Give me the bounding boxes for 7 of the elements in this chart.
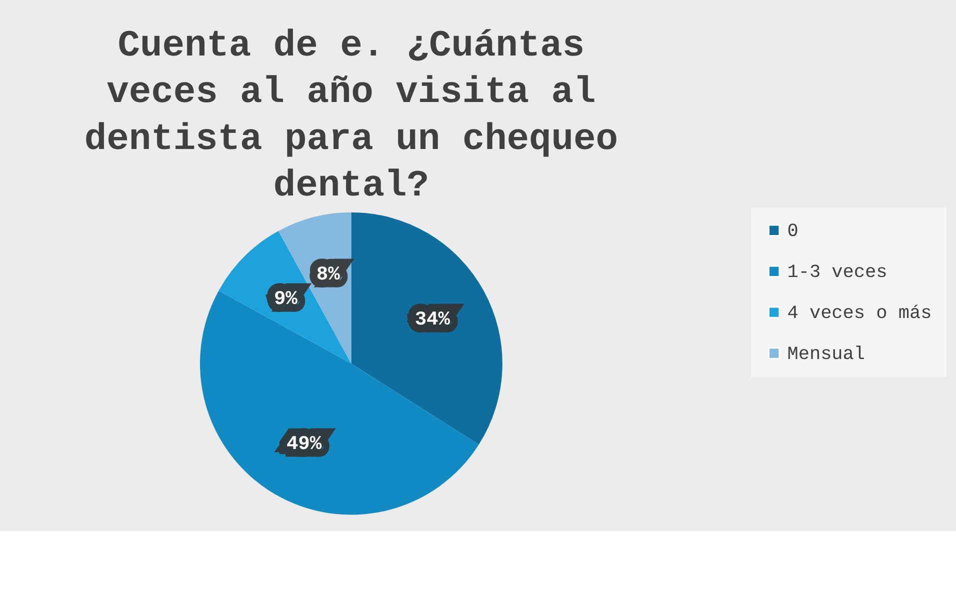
pie-slice [351, 212, 502, 445]
legend-label: 4 veces o más [787, 303, 932, 324]
chart-title: Cuenta de e. ¿Cuántas veces al año visita al dentista para un chequeo dental? [84, 25, 618, 208]
legend-label: 1-3 veces [787, 262, 888, 284]
pie-slice [200, 290, 479, 515]
legend-label: 0 [787, 221, 798, 242]
legend-label: Mensual [787, 344, 866, 366]
